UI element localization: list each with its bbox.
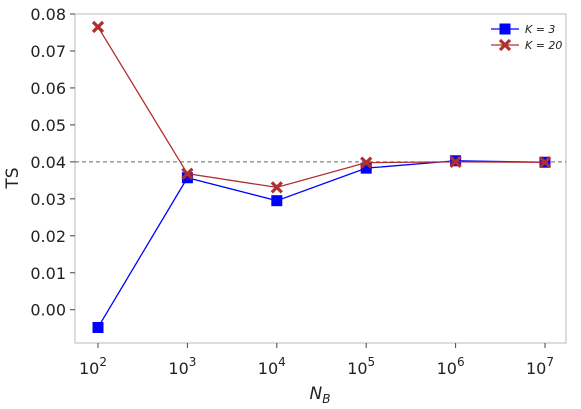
legend-label: K = 20 [525, 39, 562, 52]
y-tick-label: 0.03 [30, 190, 66, 209]
legend-marker [498, 38, 512, 52]
y-tick-label: 0.02 [30, 227, 66, 246]
x-axis-label-main: N [310, 384, 323, 404]
data-point-1 [270, 181, 283, 194]
y-tick-label: 0.05 [30, 116, 66, 135]
y-tick-label: 0.04 [30, 153, 66, 172]
data-point-0 [92, 321, 104, 333]
data-point-1 [91, 20, 105, 34]
series-line-0 [97, 160, 546, 328]
data-point-0 [360, 162, 372, 174]
y-axis-label: TS [3, 167, 23, 189]
x-axis: 102 103 104 105 106 107 [79, 343, 554, 378]
legend-label: K = 3 [525, 23, 555, 36]
y-tick-label: 0.08 [30, 5, 66, 24]
x-tick-label: 104 [258, 355, 286, 378]
x-tick-label: 105 [347, 355, 375, 378]
x-tick-label: 106 [437, 355, 465, 378]
x-tick-label: 102 [79, 355, 107, 378]
legend: K = 3 K = 20 [491, 23, 562, 52]
series-line-1 [97, 26, 546, 189]
y-tick-label: 0.00 [30, 301, 66, 320]
x-tick-label: 107 [526, 355, 554, 378]
x-tick-label: 103 [168, 355, 196, 378]
data-point-0 [181, 172, 193, 184]
data-point-1 [360, 156, 373, 169]
series-layer [91, 20, 552, 333]
y-tick-label: 0.07 [30, 42, 66, 61]
data-point-1 [538, 156, 552, 169]
y-tick-label: 0.06 [30, 79, 66, 98]
x-axis-label: NB [310, 384, 331, 406]
data-point-1 [181, 167, 194, 180]
plot-frame [74, 13, 567, 344]
x-axis-label-sub: B [322, 392, 330, 406]
data-point-1 [449, 155, 462, 168]
y-axis: 0.00 0.01 0.02 0.03 0.04 0.05 0.06 0.07 0.08 [30, 5, 75, 320]
y-tick-label: 0.01 [30, 264, 66, 283]
data-point-0 [271, 195, 283, 207]
legend-marker [499, 23, 511, 35]
